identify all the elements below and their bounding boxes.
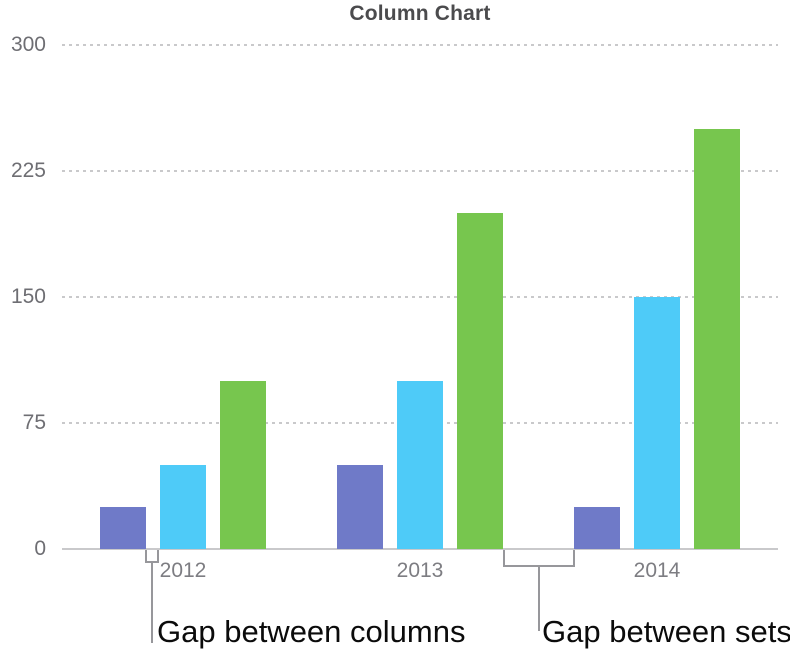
bar-2012-series-1 bbox=[100, 507, 146, 549]
gap-between-columns-pointer-line bbox=[151, 563, 153, 643]
bar-2014-series-2 bbox=[634, 297, 680, 549]
x-category-label-2012: 2012 bbox=[159, 559, 207, 582]
y-tick-label-225: 225 bbox=[10, 159, 46, 182]
gap-between-columns-label: Gap between columns bbox=[157, 614, 466, 649]
gap-between-sets-bracket bbox=[503, 550, 575, 567]
bar-2014-series-1 bbox=[574, 507, 620, 549]
x-category-label-2013: 2013 bbox=[396, 559, 444, 582]
x-category-label-2014: 2014 bbox=[633, 559, 681, 582]
gridline-150 bbox=[62, 296, 778, 298]
x-axis-baseline bbox=[62, 548, 778, 550]
y-tick-label-0: 0 bbox=[34, 537, 46, 560]
bar-2013-series-3 bbox=[457, 213, 503, 549]
chart-title: Column Chart bbox=[349, 2, 491, 25]
gridline-300 bbox=[62, 44, 778, 46]
bar-2014-series-3 bbox=[694, 129, 740, 549]
bar-2013-series-2 bbox=[397, 381, 443, 549]
y-tick-label-75: 75 bbox=[22, 411, 46, 434]
y-tick-label-300: 300 bbox=[10, 33, 46, 56]
gap-between-sets-label: Gap between sets bbox=[542, 614, 790, 649]
gap-between-columns-bracket bbox=[145, 550, 159, 563]
gap-between-sets-pointer-line bbox=[538, 567, 540, 631]
bar-2012-series-2 bbox=[160, 465, 206, 549]
bar-2012-series-3 bbox=[220, 381, 266, 549]
bar-2013-series-1 bbox=[337, 465, 383, 549]
y-tick-label-150: 150 bbox=[10, 285, 46, 308]
gridline-225 bbox=[62, 170, 778, 172]
